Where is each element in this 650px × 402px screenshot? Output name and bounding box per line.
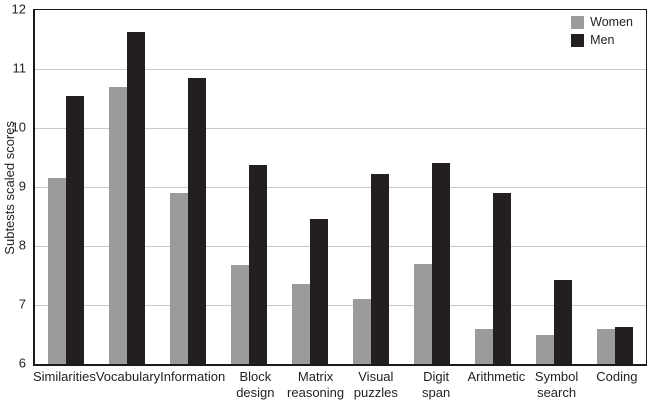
bar-group-visual-puzzles xyxy=(340,10,401,364)
bar-women-coding xyxy=(597,328,616,364)
x-label-arithmetic: Arithmetic xyxy=(467,369,526,384)
gridline-10 xyxy=(35,128,646,129)
x-label-symbol-search: Symbol search xyxy=(534,369,579,400)
x-label-digit-span: Digit span xyxy=(421,369,451,400)
x-label-matrix-reasoning: Matrix reasoning xyxy=(287,369,345,400)
gridline-9 xyxy=(35,187,646,188)
y-tick-label-11: 11 xyxy=(12,60,27,76)
x-label-visual-puzzles: Visual puzzles xyxy=(353,369,398,400)
x-label-coding: Coding xyxy=(596,369,638,384)
plot-area: Women Men xyxy=(33,9,647,366)
bar-group-arithmetic xyxy=(463,10,524,364)
bar-group-coding xyxy=(585,10,646,364)
legend: Women Men xyxy=(571,16,633,47)
legend-label-men: Men xyxy=(590,33,615,48)
legend-item-men: Men xyxy=(571,34,633,47)
bar-women-digit-span xyxy=(414,263,433,364)
gridline-7 xyxy=(35,305,646,306)
gridline-11 xyxy=(35,69,646,70)
bar-men-visual-puzzles xyxy=(371,174,390,364)
bar-group-symbol-search xyxy=(524,10,585,364)
bar-men-arithmetic xyxy=(493,192,512,364)
y-tick-label-10: 10 xyxy=(11,119,26,135)
bar-women-block-design xyxy=(230,265,249,364)
bar-group-information xyxy=(157,10,218,364)
x-label-vocabulary: Vocabulary xyxy=(95,369,161,384)
bar-group-similarities xyxy=(35,10,96,364)
y-tick-label-7: 7 xyxy=(18,296,26,312)
bar-men-matrix-reasoning xyxy=(309,219,328,364)
y-tick-label-6: 6 xyxy=(18,355,26,371)
bar-groups xyxy=(35,10,646,364)
legend-item-women: Women xyxy=(571,16,633,29)
bar-women-matrix-reasoning xyxy=(291,284,310,364)
bar-women-symbol-search xyxy=(536,334,555,364)
bar-men-vocabulary xyxy=(126,32,145,364)
bar-women-information xyxy=(169,192,188,364)
bar-men-symbol-search xyxy=(554,280,573,364)
x-label-information: Information xyxy=(160,369,226,384)
bar-men-block-design xyxy=(248,164,267,364)
legend-label-women: Women xyxy=(590,15,633,30)
bar-group-block-design xyxy=(218,10,279,364)
x-label-similarities: Similarities xyxy=(33,369,96,384)
bar-group-vocabulary xyxy=(96,10,157,364)
bar-women-arithmetic xyxy=(475,328,494,364)
bar-men-digit-span xyxy=(432,163,451,364)
bar-women-vocabulary xyxy=(108,86,127,364)
bar-group-matrix-reasoning xyxy=(279,10,340,364)
bar-women-similarities xyxy=(47,178,66,364)
bar-men-coding xyxy=(615,327,634,364)
y-tick-label-8: 8 xyxy=(18,237,26,253)
legend-swatch-women xyxy=(571,16,585,29)
y-tick-label-12: 12 xyxy=(11,1,26,17)
bar-men-information xyxy=(187,77,206,364)
x-axis-category-labels: Similarities Vocabulary Information Block d… xyxy=(33,369,647,401)
x-label-block-design: Block design xyxy=(236,369,275,400)
y-tick-label-9: 9 xyxy=(18,178,26,194)
bar-men-similarities xyxy=(65,95,84,364)
gridline-8 xyxy=(35,246,646,247)
legend-swatch-men xyxy=(571,34,585,47)
y-axis-tick-labels: 6 7 8 9 10 11 12 xyxy=(0,3,28,370)
bar-group-digit-span xyxy=(402,10,463,364)
bar-women-visual-puzzles xyxy=(353,299,372,364)
